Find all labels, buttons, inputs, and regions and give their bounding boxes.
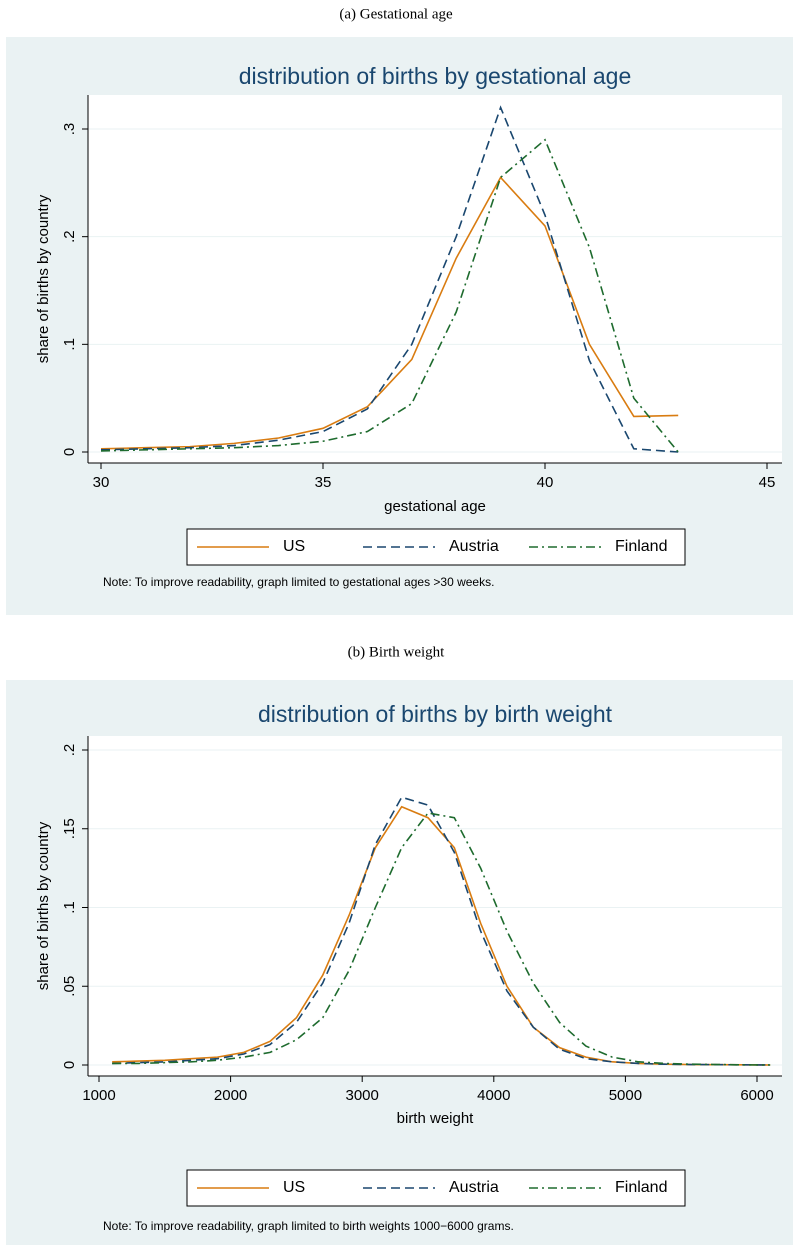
- note: Note: To improve readability, graph limi…: [103, 1219, 514, 1233]
- legend-label: Finland: [615, 1179, 667, 1196]
- y-tick-label: 0: [61, 1061, 78, 1069]
- y-tick-label: .3: [61, 123, 78, 136]
- x-tick-label: 6000: [740, 1087, 773, 1104]
- plot-area: [88, 736, 782, 1076]
- y-tick-label: .15: [61, 818, 78, 839]
- y-tick-label: .1: [61, 338, 78, 351]
- legend-label: US: [283, 1179, 305, 1196]
- y-tick-label: .1: [61, 901, 78, 914]
- x-tick-label: 35: [315, 474, 332, 491]
- x-tick-label: 1000: [82, 1087, 115, 1104]
- series-line: [100, 105, 679, 453]
- x-axis-title: birth weight: [397, 1110, 475, 1127]
- legend: [186, 528, 686, 566]
- legend-label: Austria: [449, 538, 499, 555]
- plot-area: [88, 95, 782, 463]
- x-axis-title: gestational age: [384, 498, 486, 515]
- series-line: [100, 176, 679, 450]
- note: Note: To improve readability, graph limi…: [103, 575, 494, 589]
- caption: (a) Gestational age: [339, 6, 453, 22]
- x-tick-label: 45: [759, 474, 776, 491]
- y-axis-title: share of births by country: [35, 194, 52, 363]
- chart-title: distribution of births by gestational ag…: [239, 63, 632, 89]
- y-tick-label: .05: [61, 976, 78, 997]
- y-tick-label: 0: [61, 448, 78, 456]
- legend-label: Austria: [449, 1179, 499, 1196]
- x-tick-label: 2000: [214, 1087, 247, 1104]
- y-tick-label: .2: [61, 744, 78, 757]
- chart-title: distribution of births by birth weight: [258, 701, 613, 727]
- y-tick-label: .2: [61, 230, 78, 243]
- y-axis-title: share of births by country: [35, 821, 52, 990]
- x-tick-label: 5000: [609, 1087, 642, 1104]
- series-line: [112, 796, 771, 1066]
- x-tick-label: 4000: [477, 1087, 510, 1104]
- legend: [186, 1169, 686, 1207]
- legend-label: Finland: [615, 538, 667, 555]
- x-tick-label: 40: [537, 474, 554, 491]
- x-tick-label: 3000: [346, 1087, 379, 1104]
- caption: (b) Birth weight: [348, 644, 445, 660]
- x-tick-label: 30: [93, 474, 110, 491]
- series-line: [100, 138, 679, 453]
- legend-label: US: [283, 538, 305, 555]
- series-line: [112, 812, 771, 1066]
